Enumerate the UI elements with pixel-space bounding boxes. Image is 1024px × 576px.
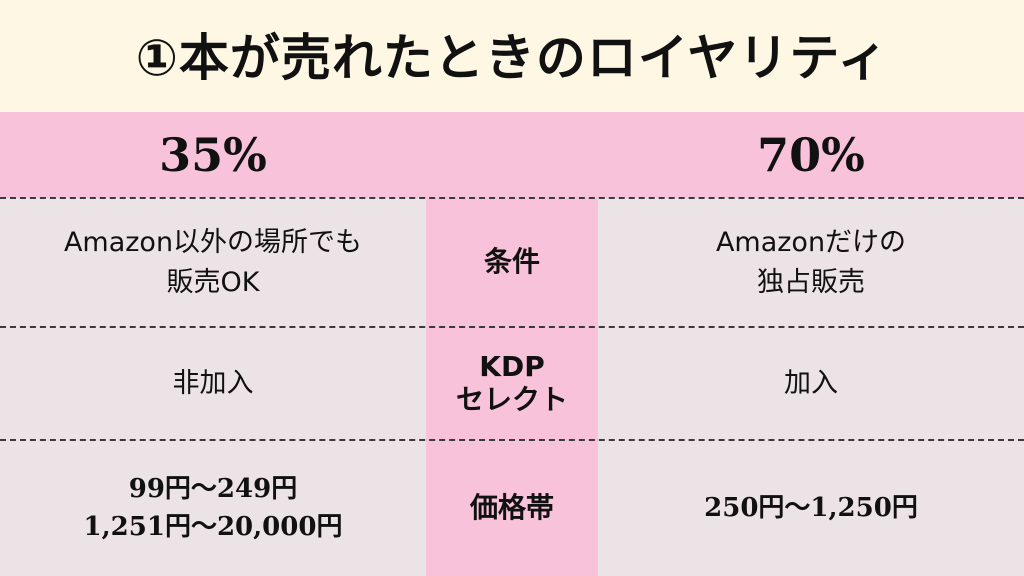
page-title: ①本が売れたときのロイヤリティ [135, 29, 889, 87]
condition-70-line-2: 独占販売 [757, 266, 865, 298]
kdp-35-text: 非加入 [172, 367, 254, 399]
row-divider [0, 439, 1024, 441]
royalty-70-header: 70% [757, 128, 865, 182]
condition-70-line-1: Amazonだけの [715, 227, 907, 259]
condition-label-text: 条件 [483, 245, 540, 279]
condition-label: 条件 [426, 199, 598, 326]
price-70-text: 250円～1,250円 [704, 492, 918, 523]
title-bar: ①本が売れたときのロイヤリティ [0, 0, 1024, 112]
label-column [426, 198, 598, 576]
kdp-70-text: 加入 [784, 367, 838, 399]
kdp-label-line-2: セレクト [455, 382, 568, 416]
kdp-35-cell: 非加入 [0, 328, 426, 439]
condition-70-cell: Amazonだけの 独占販売 [598, 199, 1024, 326]
royalty-35-header: 35% [159, 128, 267, 182]
price-70-cell: 250円～1,250円 [598, 441, 1024, 576]
price-range-label-text: 価格帯 [469, 491, 554, 525]
price-35-cell: 99円～249円 1,251円～20,000円 [0, 441, 426, 576]
row-divider [0, 197, 1024, 199]
kdp-select-label: KDP セレクト [426, 328, 598, 439]
kdp-70-cell: 加入 [598, 328, 1024, 439]
condition-35-line-2: 販売OK [166, 266, 260, 298]
condition-35-line-1: Amazon以外の場所でも [63, 227, 363, 259]
price-35-line-1: 99円～249円 [128, 473, 298, 504]
header-row: 35% 70% [0, 112, 1024, 198]
price-range-label: 価格帯 [426, 441, 598, 576]
price-35-line-2: 1,251円～20,000円 [83, 511, 343, 542]
row-divider [0, 326, 1024, 328]
kdp-label-line-1: KDP [479, 350, 545, 384]
condition-35-cell: Amazon以外の場所でも 販売OK [0, 199, 426, 326]
